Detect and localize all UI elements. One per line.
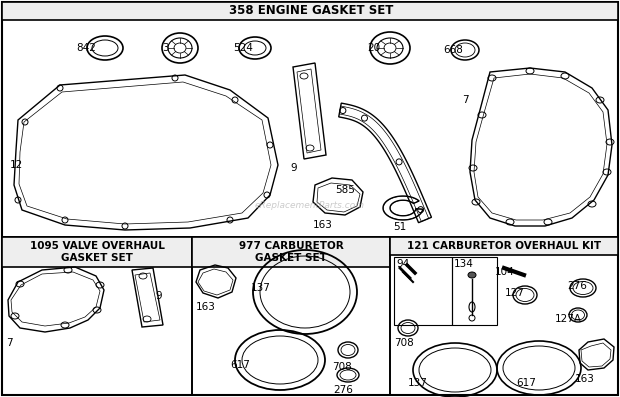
Text: 137: 137: [251, 283, 271, 293]
Text: 163: 163: [196, 302, 216, 312]
Bar: [390, 237, 618, 255]
Text: 104: 104: [495, 267, 515, 277]
Text: 708: 708: [332, 362, 352, 372]
Text: 977 CARBURETOR
GASKET SET: 977 CARBURETOR GASKET SET: [239, 241, 343, 263]
Text: 121 CARBURETOR OVERHAUL KIT: 121 CARBURETOR OVERHAUL KIT: [407, 241, 601, 251]
Text: 585: 585: [335, 185, 355, 195]
Bar: [2, 237, 192, 267]
Text: 668: 668: [443, 45, 463, 55]
Text: 127: 127: [505, 288, 525, 298]
Text: 276: 276: [567, 281, 587, 291]
Text: 9: 9: [290, 163, 296, 173]
Bar: [2, 2, 618, 20]
Text: 94: 94: [396, 259, 409, 269]
Text: 276: 276: [333, 385, 353, 395]
Text: 1095 VALVE OVERHAUL
GASKET SET: 1095 VALVE OVERHAUL GASKET SET: [30, 241, 164, 263]
Bar: [192, 237, 390, 267]
Text: eReplacementParts.com: eReplacementParts.com: [255, 200, 365, 210]
Text: 127A: 127A: [555, 314, 582, 324]
Bar: [394, 257, 452, 325]
Text: 51: 51: [393, 222, 406, 232]
Bar: [390, 237, 618, 395]
Text: 358 ENGINE GASKET SET: 358 ENGINE GASKET SET: [229, 4, 393, 17]
Text: 163: 163: [313, 220, 333, 230]
Text: 708: 708: [394, 338, 414, 348]
Text: 9: 9: [155, 291, 162, 301]
Text: 3: 3: [162, 43, 169, 53]
Bar: [452, 257, 497, 325]
Text: 842: 842: [76, 43, 96, 53]
Text: 137: 137: [408, 378, 428, 388]
Text: 7: 7: [6, 338, 12, 348]
Ellipse shape: [468, 272, 476, 278]
Text: 20: 20: [367, 43, 380, 53]
Bar: [2, 2, 618, 237]
Text: 163: 163: [575, 374, 595, 384]
Text: 617: 617: [516, 378, 536, 388]
Text: 12: 12: [10, 160, 24, 170]
Bar: [2, 237, 192, 395]
Text: 7: 7: [462, 95, 469, 105]
Text: 134: 134: [454, 259, 474, 269]
Text: 524: 524: [233, 43, 253, 53]
Bar: [192, 237, 390, 395]
Text: 617: 617: [230, 360, 250, 370]
